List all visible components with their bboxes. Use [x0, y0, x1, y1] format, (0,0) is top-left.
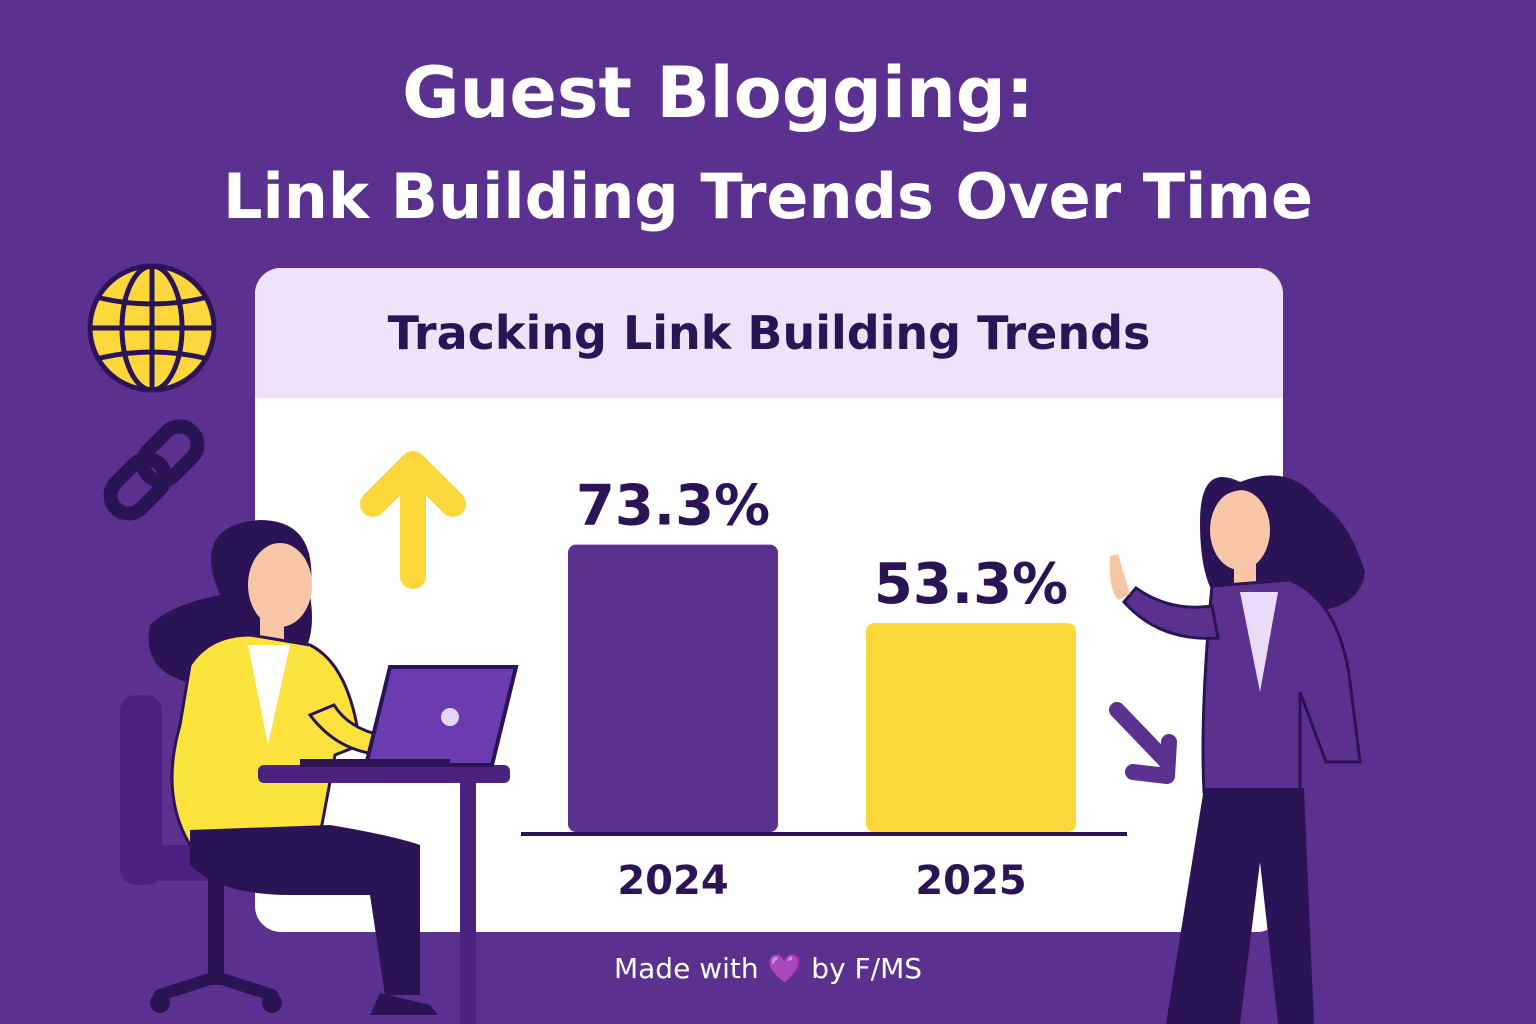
- footer-suffix: by F/MS: [811, 952, 923, 985]
- chart-card-header: [255, 268, 1283, 398]
- globe-icon: [87, 263, 217, 393]
- woman-with-laptop-illustration: [120, 520, 519, 1024]
- chart-card: Tracking Link Building Trends 73.3% 2024 5…: [255, 268, 1283, 932]
- bar-2025: [866, 623, 1076, 832]
- page-subtitle: Link Building Trends Over Time: [223, 160, 1313, 233]
- footer-credit: Made with 💜 by F/MS: [0, 952, 1536, 985]
- heart-icon: 💜: [767, 952, 803, 985]
- page-title: Guest Blogging:: [402, 52, 1034, 134]
- down-arrow-icon: [1109, 702, 1177, 784]
- footer-prefix: Made with: [613, 952, 759, 985]
- x-tick-label-2025: 2025: [915, 858, 1026, 904]
- chain-link-icon: [103, 419, 205, 521]
- x-tick-label-2024: 2024: [617, 858, 728, 904]
- woman-pointing-illustration: [1109, 475, 1365, 1024]
- up-arrow-icon: [360, 451, 466, 589]
- chart-title: Tracking Link Building Trends: [387, 306, 1151, 360]
- value-label-2025: 53.3%: [874, 552, 1068, 617]
- bar-2024: [568, 544, 778, 832]
- value-label-2024: 73.3%: [576, 474, 770, 539]
- bar-chart: 73.3% 2024 53.3% 2025: [360, 451, 1177, 904]
